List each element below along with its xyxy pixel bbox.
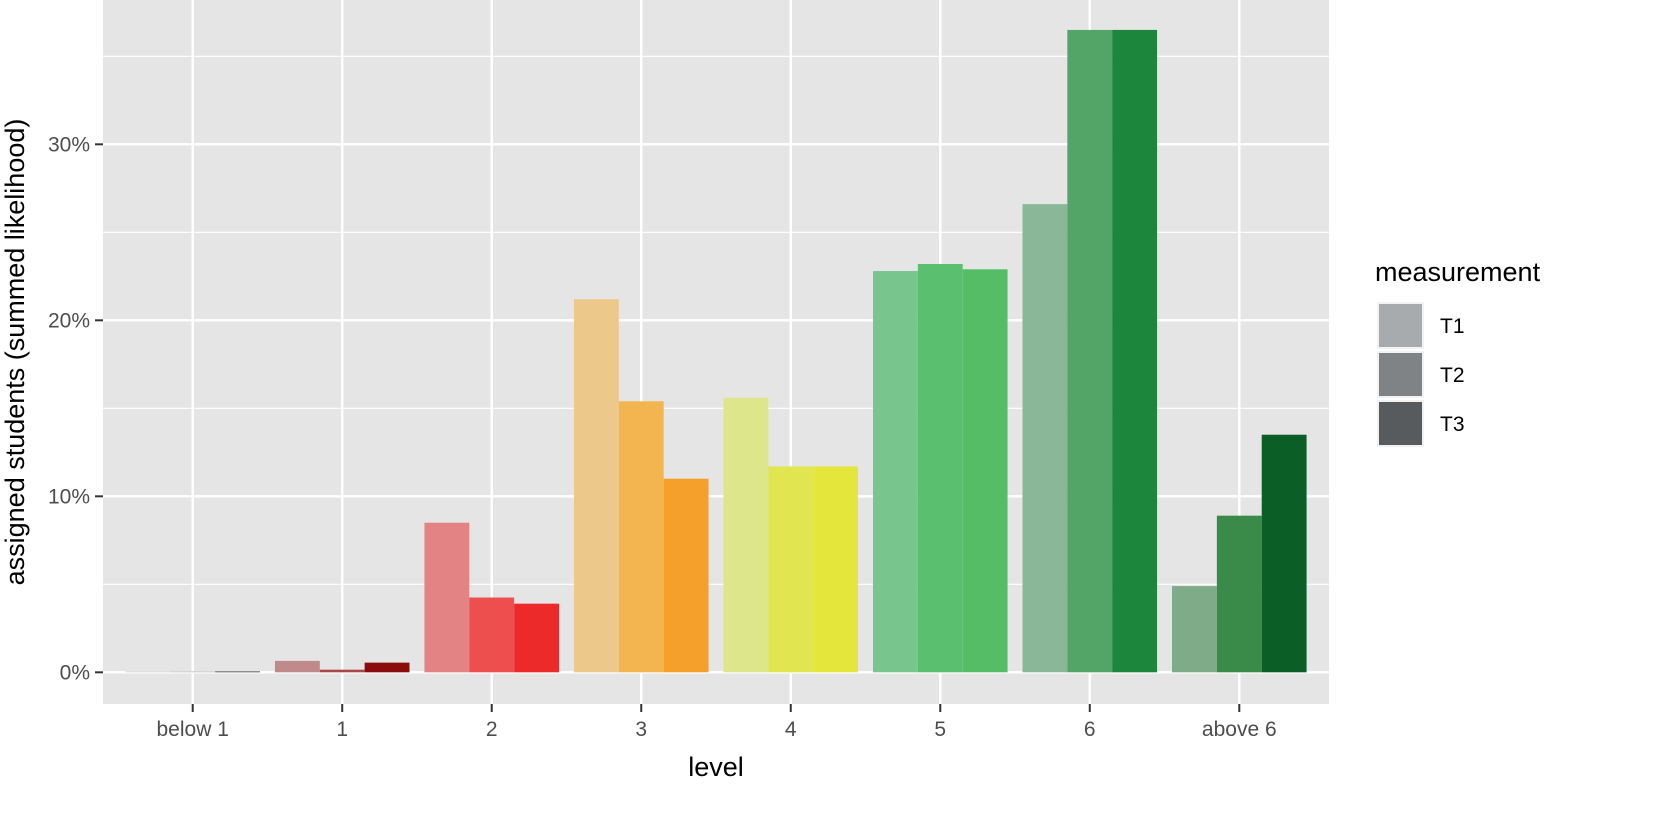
x-tick-label: 4 — [785, 718, 797, 741]
bar-t2-3 — [618, 401, 664, 673]
bar-t3-6 — [1112, 29, 1158, 673]
x-axis-title: level — [688, 752, 744, 782]
bar-t2-6 — [1067, 29, 1113, 673]
bar-t1-below-1 — [125, 671, 171, 673]
x-tick-label: below 1 — [157, 718, 229, 741]
y-tick-label: 30% — [48, 133, 90, 156]
y-tick-label: 10% — [48, 485, 90, 508]
x-tick-label: 2 — [486, 718, 498, 741]
bar-t1-above-6 — [1172, 586, 1217, 673]
y-tick-label: 20% — [48, 309, 90, 332]
bar-t1-2 — [424, 522, 470, 673]
x-tick-label: 1 — [336, 718, 348, 741]
bar-t2-4 — [768, 466, 814, 673]
bar-t2-below-1 — [170, 671, 216, 673]
legend: measurement T1 T2 T3 — [1375, 257, 1541, 447]
legend-swatch-t2 — [1379, 353, 1422, 396]
bar-t2-1 — [319, 669, 365, 673]
bar-t1-1 — [274, 660, 320, 673]
bar-t1-4 — [723, 397, 769, 673]
bars — [125, 29, 1307, 673]
y-axis: 0% 10% 20% 30% — [48, 133, 103, 684]
y-tick-label: 0% — [60, 661, 90, 684]
bar-t3-1 — [364, 662, 410, 673]
bar-t3-below-1 — [215, 671, 260, 673]
bar-t1-6 — [1022, 204, 1068, 673]
legend-label-t2: T2 — [1440, 364, 1465, 387]
bar-t1-5 — [872, 271, 918, 673]
x-tick-label: 5 — [934, 718, 946, 741]
bar-t2-above-6 — [1216, 515, 1262, 673]
x-tick-label: 3 — [635, 718, 647, 741]
bar-t3-2 — [514, 603, 560, 673]
bar-t3-above-6 — [1261, 434, 1307, 673]
bar-t3-4 — [813, 466, 859, 673]
legend-label-t1: T1 — [1440, 315, 1465, 338]
legend-swatch-t1 — [1379, 304, 1422, 347]
x-axis: below 1 1 2 3 4 5 6 above 6 — [157, 704, 1277, 741]
bar-t2-5 — [917, 264, 963, 673]
bar-t3-5 — [962, 269, 1008, 673]
x-tick-label: above 6 — [1202, 718, 1277, 741]
legend-swatch-t3 — [1379, 402, 1422, 445]
bar-t1-3 — [573, 299, 619, 673]
legend-label-t3: T3 — [1440, 413, 1465, 436]
x-tick-label: 6 — [1084, 718, 1096, 741]
bar-t2-2 — [469, 597, 515, 673]
bar-t3-3 — [663, 478, 709, 673]
legend-title: measurement — [1375, 257, 1541, 287]
y-axis-title: assigned students (summed likelihood) — [0, 119, 30, 586]
